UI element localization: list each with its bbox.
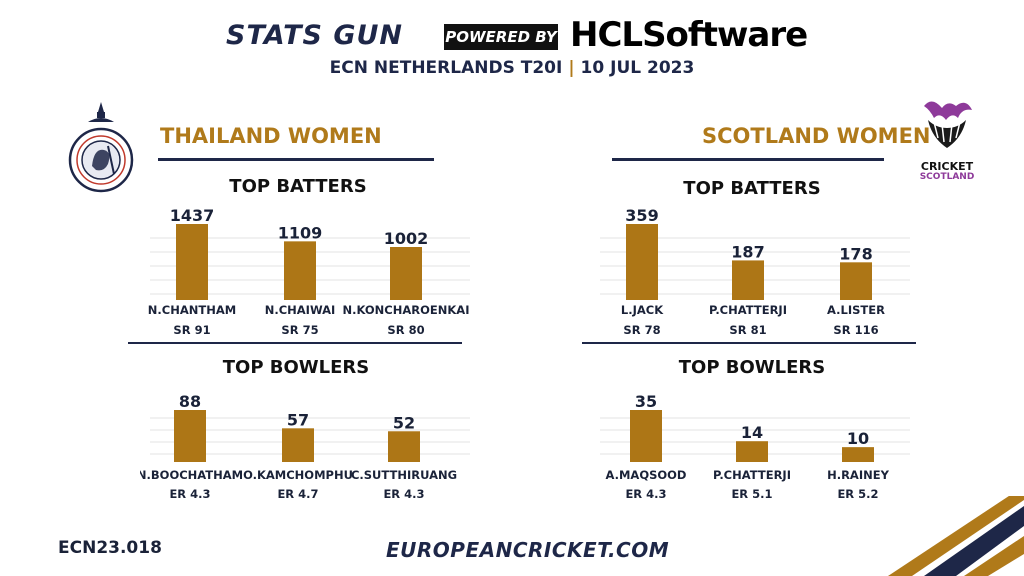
subtitle-separator: | <box>568 58 575 78</box>
team-name-thailand: THAILAND WOMEN <box>160 124 382 148</box>
bar <box>630 410 662 462</box>
thailand-cricket-logo <box>68 100 134 198</box>
thailand-bowlers-title: TOP BOWLERS <box>222 357 370 378</box>
footer-code: ECN23.018 <box>58 538 162 558</box>
divider-left <box>128 342 462 344</box>
bar-value-label: 57 <box>287 410 309 429</box>
thistle-icon <box>924 101 972 148</box>
bar <box>732 260 764 300</box>
player-name-label: P.CHATTERJI <box>709 303 787 317</box>
bar <box>176 224 208 300</box>
scotland-top-bowlers-chart: 35 A.MAQSOOD ER 4.3 14 P.CHATTERJI ER 5.1 10 H.… <box>590 384 920 508</box>
bar-value-label: 35 <box>635 392 657 411</box>
bar <box>174 410 206 462</box>
scotland-bowlers-title: TOP BOWLERS <box>678 357 826 378</box>
player-name-label: N.CHAIWAI <box>265 303 336 317</box>
player-stat-label: SR 75 <box>281 323 318 337</box>
team-rule-left <box>158 158 434 161</box>
chart-svg: 1437 N.CHANTHAM SR 91 1109 N.CHAIWAI SR 75 100… <box>148 206 470 337</box>
stats-gun-logo: STATS GUN <box>226 20 404 51</box>
chart-svg: 88 N.BOOCHATHAM ER 4.3 57 O.KAMCHOMPHU ER 4.7… <box>140 392 470 501</box>
player-stat-label: SR 91 <box>173 323 210 337</box>
player-stat-label: SR 81 <box>729 323 766 337</box>
bar <box>626 224 658 300</box>
cricket-scotland-logo: CRICKET SCOTLAND <box>912 98 982 188</box>
bar-value-label: 187 <box>731 242 764 261</box>
bar <box>390 247 422 300</box>
player-name-label: A.LISTER <box>827 303 885 317</box>
match-subtitle: ECN NETHERLANDS T20I | 10 JUL 2023 <box>0 58 1024 78</box>
player-name-label: A.MAQSOOD <box>606 468 687 482</box>
bar <box>842 447 874 462</box>
bar-value-label: 1437 <box>170 206 215 225</box>
decorative-stripes <box>888 496 1024 576</box>
team-name-scotland: SCOTLAND WOMEN <box>702 124 931 148</box>
scotland-batters-title: TOP BATTERS <box>683 178 821 199</box>
player-name-label: P.CHATTERJI <box>713 468 791 482</box>
bar <box>388 431 420 462</box>
player-stat-label: ER 5.2 <box>837 487 878 501</box>
divider-right <box>582 342 916 344</box>
footer-url[interactable]: EUROPEANCRICKET.COM <box>386 538 670 562</box>
bar-value-label: 52 <box>393 413 415 432</box>
player-name-label: O.KAMCHOMPHU <box>243 468 353 482</box>
bar-value-label: 1002 <box>384 229 429 248</box>
scotland-top-batters-chart: 359 L.JACK SR 78 187 P.CHATTERJI SR 81 178 A.LI… <box>590 200 920 340</box>
player-name-label: N.BOOCHATHAM <box>140 468 243 482</box>
player-stat-label: ER 5.1 <box>731 487 772 501</box>
bar-value-label: 10 <box>847 429 869 448</box>
bar <box>282 428 314 462</box>
header: STATS GUN POWERED BY HCLSoftware <box>0 12 1024 56</box>
powered-by-badge: POWERED BY <box>444 24 558 50</box>
thailand-batters-title: TOP BATTERS <box>229 176 367 197</box>
player-stat-label: ER 4.7 <box>277 487 318 501</box>
player-stat-label: SR 116 <box>833 323 878 337</box>
player-stat-label: ER 4.3 <box>625 487 666 501</box>
bar-value-label: 88 <box>179 392 201 411</box>
bar <box>840 262 872 300</box>
bar <box>284 241 316 300</box>
player-name-label: N.CHANTHAM <box>148 303 236 317</box>
player-name-label: L.JACK <box>621 303 664 317</box>
player-name-label: C.SUTTHIRUANG <box>351 468 457 482</box>
bar-value-label: 178 <box>839 244 872 263</box>
player-stat-label: SR 78 <box>623 323 660 337</box>
match-date: 10 JUL 2023 <box>580 58 695 78</box>
bar-value-label: 1109 <box>278 223 323 242</box>
bar-value-label: 14 <box>741 423 763 442</box>
player-name-label: N.KONCHAROENKAI <box>343 303 470 317</box>
logo-text-scotland: SCOTLAND <box>919 172 975 182</box>
thailand-top-bowlers-chart: 88 N.BOOCHATHAM ER 4.3 57 O.KAMCHOMPHU ER 4.7… <box>140 384 480 508</box>
bar-value-label: 359 <box>625 206 658 225</box>
thailand-top-batters-chart: 1437 N.CHANTHAM SR 91 1109 N.CHAIWAI SR 75 100… <box>140 200 480 340</box>
team-rule-right <box>612 158 884 161</box>
bar <box>736 441 768 462</box>
event-name: ECN NETHERLANDS T20I <box>329 58 563 78</box>
chart-svg: 359 L.JACK SR 78 187 P.CHATTERJI SR 81 178 A.LI… <box>600 206 910 337</box>
player-stat-label: ER 4.3 <box>169 487 210 501</box>
player-name-label: H.RAINEY <box>827 468 890 482</box>
player-stat-label: ER 4.3 <box>383 487 424 501</box>
logo-text-cricket: CRICKET <box>920 160 974 173</box>
chart-svg: 35 A.MAQSOOD ER 4.3 14 P.CHATTERJI ER 5.1 10 H.… <box>600 392 910 501</box>
player-stat-label: SR 80 <box>387 323 424 337</box>
hcl-software-logo: HCLSoftware <box>570 15 808 55</box>
